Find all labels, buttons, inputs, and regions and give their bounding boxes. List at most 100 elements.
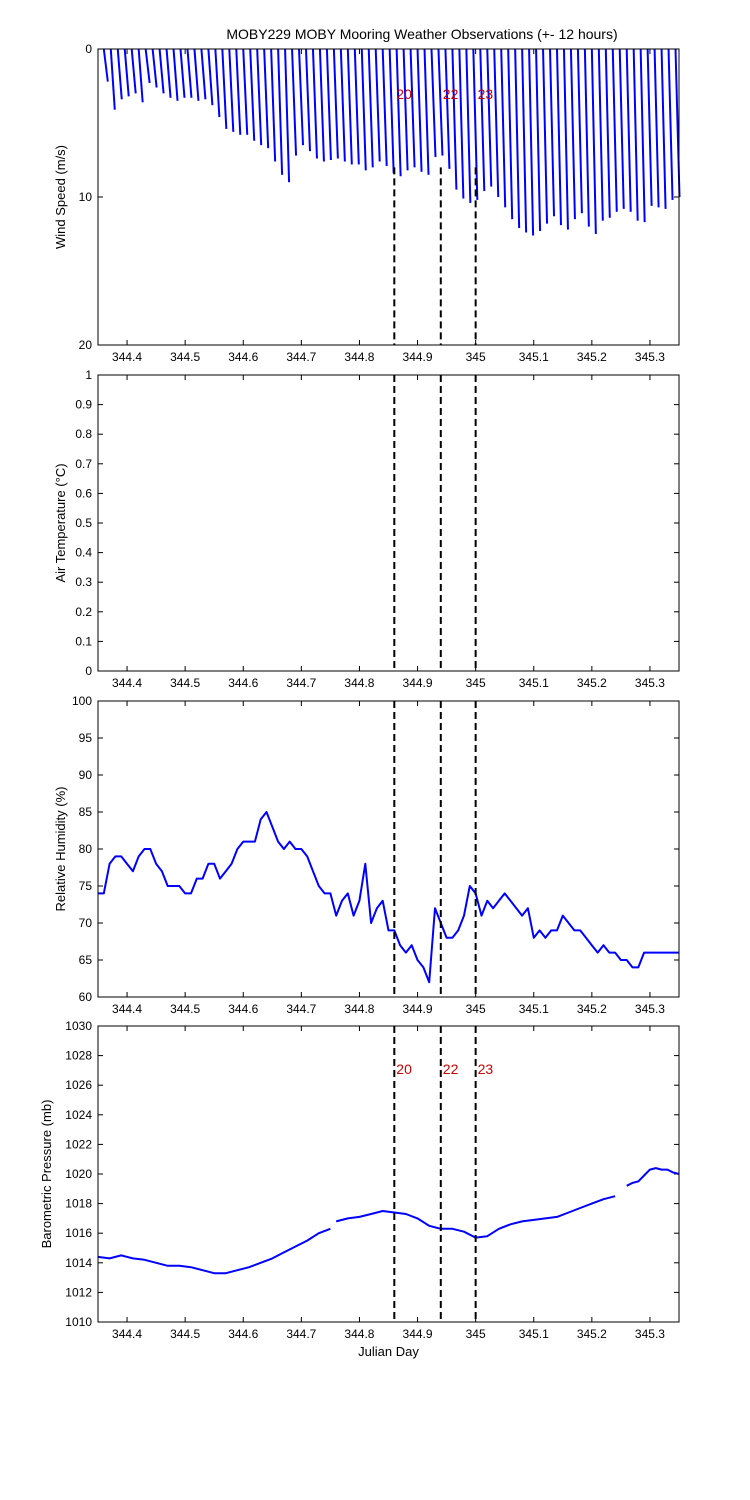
airtemp-xtick-label: 345 [466,676,486,690]
wind-stick [667,48,674,200]
wind-stick [325,48,332,161]
humidity-ytick-label: 80 [79,842,93,856]
wind-stick [116,48,123,100]
wind-stick [402,48,409,171]
airtemp-ytick-label: 0 [85,664,92,678]
humidity-series-line-1 [98,811,679,984]
wind-stick [284,48,291,183]
wind-xtick-label: 344.4 [112,350,142,364]
wind-xtick-label: 344.7 [286,350,316,364]
wind-stick [618,48,625,209]
wind-event-label: 22 [443,86,459,102]
wind-stick [507,48,514,220]
wind-stick [542,48,549,224]
pressure-xtick-label: 345.3 [635,1327,665,1341]
wind-stick [179,48,186,98]
airtemp-xtick-label: 344.4 [112,676,142,690]
humidity-xtick-label: 344.8 [344,1002,374,1016]
wind-stick [298,48,305,146]
wind-stick [263,48,270,149]
wind-stick [277,48,284,175]
humidity-xtick-label: 344.6 [228,1002,258,1016]
pressure-xtick-label: 344.7 [286,1327,316,1341]
pressure-xtick-label: 344.8 [344,1327,374,1341]
wind-stick [374,48,381,162]
humidity-ytick-label: 75 [79,879,93,893]
wind-stick [555,48,562,226]
humidity-ytick-label: 90 [79,768,93,782]
pressure-event-label: 20 [396,1061,412,1077]
wind-stick [165,48,172,98]
wind-stick [632,48,639,221]
wind-stick [346,48,353,165]
wind-xtick-label: 344.9 [403,350,433,364]
pressure-ytick-label: 1014 [65,1256,92,1270]
wind-stick [249,48,256,141]
wind-xtick-label: 345.1 [519,350,549,364]
wind-event-label: 23 [478,86,494,102]
wind-stick [604,48,611,218]
wind-ylabel: Wind Speed (m/s) [53,145,68,249]
wind-stick [360,48,367,171]
humidity-ytick-label: 70 [79,916,93,930]
pressure-plot-border [97,1025,680,1323]
wind-stick [339,48,346,162]
wind-stick [472,48,479,200]
pressure-series-line-1 [97,1227,331,1275]
wind-stick [395,48,402,177]
pressure-xtick-label: 345.1 [519,1327,549,1341]
wind-stick [158,48,165,94]
pressure-ytick-label: 1016 [65,1226,92,1240]
pressure-ytick-label: 1022 [65,1137,92,1151]
pressure-ytick-label: 1012 [65,1285,92,1299]
airtemp-xtick-label: 344.7 [286,676,316,690]
wind-panel: 344.4 344.5 344.6 344.7 344.8 344.9 345 345.1 34… [53,42,681,364]
wind-stick [332,48,339,159]
airtemp-ytick-label: 0.1 [75,634,92,648]
wind-stick [200,48,207,100]
wind-stick [381,48,388,166]
wind-stick [597,48,604,221]
wind-ytick-label: 10 [79,190,93,204]
wind-stick [409,48,416,168]
wind-ytick-label: 0 [85,42,92,56]
wind-stick [444,48,451,169]
figure-title: MOBY229 MOBY Mooring Weather Observation… [226,26,617,42]
pressure-series-line-3 [626,1167,680,1187]
panels: 344.4 344.5 344.6 344.7 344.8 344.9 345 345.1 34… [39,42,681,1359]
wind-stick [228,48,235,132]
pressure-ytick-label: 1018 [65,1197,92,1211]
wind-stick [458,48,465,199]
airtemp-ytick-label: 0.4 [75,546,92,560]
wind-stick [186,48,193,98]
pressure-xtick-label: 344.9 [403,1327,433,1341]
wind-stick [653,48,660,208]
pressure-event-label: 22 [443,1061,459,1077]
wind-stick [437,48,444,156]
airtemp-ytick-label: 0.5 [75,516,92,530]
airtemp-xtick-label: 345.3 [635,676,665,690]
wind-stick [493,48,500,198]
wind-stick [500,48,507,208]
humidity-xtick-label: 344.5 [170,1002,200,1016]
wind-stick [646,48,653,206]
pressure-panel: 344.4 344.5 344.6 344.7 344.8 344.9 345 345.1 34… [39,1019,680,1359]
wind-stick [625,48,632,212]
wind-stick [367,48,374,168]
airtemp-xtick-label: 345.2 [577,676,607,690]
humidity-xtick-label: 344.4 [112,1002,142,1016]
humidity-xtick-label: 345.3 [635,1002,665,1016]
wind-stick [353,48,360,165]
wind-xtick-label: 345 [466,350,486,364]
humidity-xtick-label: 345.2 [577,1002,607,1016]
wind-stick [318,48,325,162]
wind-stick [639,48,646,223]
wind-stick [660,48,667,209]
wind-stick [304,48,311,152]
humidity-ytick-label: 65 [79,953,93,967]
humidity-xtick-label: 345 [466,1002,486,1016]
pressure-xtick-label: 344.4 [112,1327,142,1341]
humidity-panel: 344.4 344.5 344.6 344.7 344.8 344.9 345 345.1 34… [53,694,680,1016]
humidity-plot-border [97,700,680,998]
